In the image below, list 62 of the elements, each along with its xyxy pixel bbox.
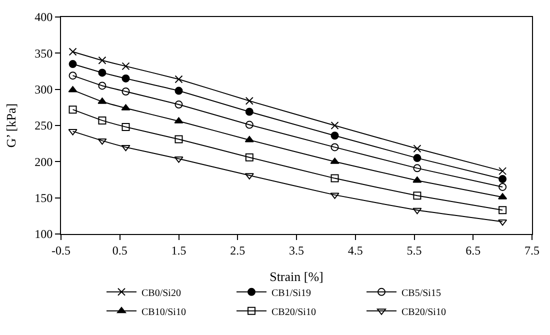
point — [122, 62, 130, 70]
point — [174, 75, 183, 84]
point — [245, 120, 254, 129]
x-tick-label: 4.5 — [348, 243, 363, 258]
point — [122, 74, 130, 82]
point — [498, 182, 507, 191]
point — [244, 136, 254, 142]
point — [98, 116, 106, 124]
y-tick-label: 250 — [34, 118, 53, 133]
point — [330, 143, 339, 152]
point — [174, 100, 183, 109]
point — [68, 48, 77, 56]
point — [122, 122, 130, 131]
point — [245, 96, 254, 105]
point — [413, 144, 422, 153]
point — [121, 144, 130, 152]
legend-label: CB5/Si15 — [402, 288, 441, 299]
point — [122, 88, 130, 96]
y-tick-label: 200 — [34, 154, 53, 169]
legend-label: CB20/Si10 — [402, 306, 446, 318]
point — [413, 192, 422, 200]
x-tick-label: 2.5 — [230, 243, 246, 258]
point — [498, 167, 507, 176]
point — [498, 219, 508, 226]
point — [245, 153, 254, 162]
point — [98, 138, 107, 145]
point — [245, 108, 254, 116]
x-tick-label: 3.5 — [289, 243, 304, 258]
point — [330, 122, 339, 130]
point — [98, 56, 106, 64]
point — [68, 72, 77, 80]
point — [413, 154, 422, 162]
point — [98, 82, 106, 90]
legend-label: CB1/Si19 — [272, 288, 311, 299]
y-tick-label: 400 — [34, 10, 53, 24]
point — [68, 60, 77, 68]
x-tick-label: 6.5 — [466, 243, 481, 258]
x-axis-title: Strain [%] — [270, 269, 324, 284]
point — [330, 174, 339, 182]
legend-label: CB0/Si20 — [142, 288, 181, 299]
x-tick-label: 0.5 — [112, 243, 128, 258]
x-tick-label: 1.5 — [171, 243, 186, 258]
point — [498, 175, 507, 184]
legend-label: CB10/Si10 — [142, 306, 186, 318]
point — [98, 68, 106, 77]
x-tick-label: 7.5 — [524, 243, 540, 258]
point — [498, 206, 507, 214]
y-axis-title: G’ [kPa] — [4, 103, 19, 148]
point — [68, 106, 77, 114]
y-tick-label: 350 — [34, 46, 53, 60]
point — [330, 132, 339, 140]
y-tick-label: 300 — [34, 82, 53, 97]
x-tick-label: 5.5 — [406, 243, 422, 258]
x-tick-label: -0.5 — [52, 243, 70, 258]
y-tick-label: 150 — [34, 191, 53, 206]
point — [412, 176, 422, 183]
legend-label: CB20/Si10 — [272, 306, 316, 318]
point — [174, 135, 183, 144]
point — [412, 208, 422, 214]
point — [174, 86, 183, 95]
point — [413, 164, 422, 172]
y-tick-label: 100 — [34, 227, 53, 242]
